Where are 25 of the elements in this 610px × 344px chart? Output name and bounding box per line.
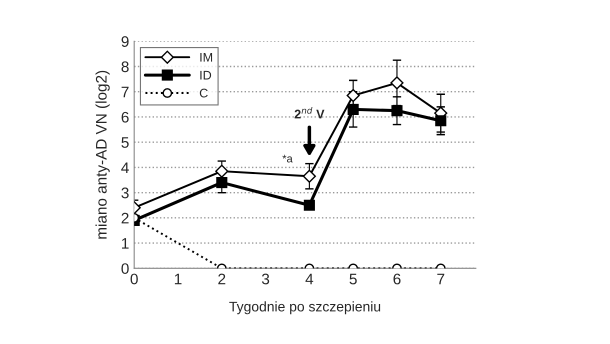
annotation: *a: [282, 154, 293, 162]
x-tick-label: 5: [350, 274, 357, 284]
y-tick-label: 0: [121, 263, 129, 274]
y-tick-label: 6: [122, 112, 129, 123]
x-tick-label: 2: [218, 274, 226, 284]
x-tick-label: 6: [393, 274, 401, 284]
x-tick-label: 0: [130, 274, 138, 284]
y-tick-label: 1: [122, 238, 129, 249]
y-tick-label: 8: [122, 61, 129, 72]
y-tick-label: 2: [122, 212, 129, 224]
y-tick-label: 3: [121, 188, 129, 198]
y-tick-label: 9: [122, 36, 129, 47]
legend-label: ID: [200, 70, 212, 80]
y-axis-title: miano anty-AD VN (log2): [95, 70, 110, 239]
y-tick-label: 7: [122, 86, 129, 98]
x-tick-label: 3: [262, 274, 270, 284]
y-tick-label: 5: [121, 137, 129, 148]
x-tick-label: 7: [437, 274, 444, 284]
x-axis-title: Tygodnie po szczepieniu: [229, 301, 380, 314]
legend-label: C: [200, 88, 208, 98]
y-tick-label: 4: [121, 162, 129, 173]
legend-label: IM: [200, 52, 212, 62]
annotation: 2$^{nd}$ V: [294, 106, 324, 118]
x-tick-label: 4: [305, 274, 314, 284]
x-tick-label: 1: [174, 274, 182, 284]
